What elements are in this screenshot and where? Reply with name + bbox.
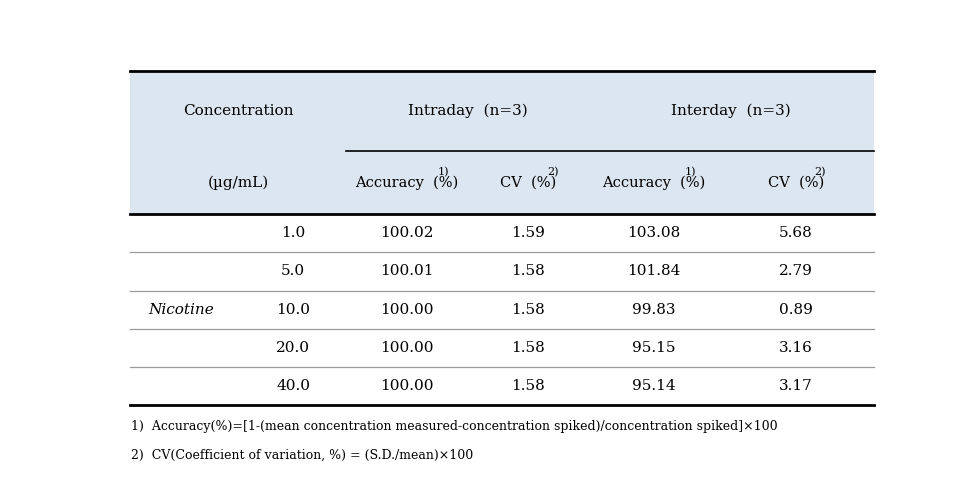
Text: Intraday  (n=3): Intraday (n=3) <box>407 104 527 118</box>
Text: 1.58: 1.58 <box>511 303 545 316</box>
Text: 2): 2) <box>547 167 557 177</box>
Text: 95.15: 95.15 <box>631 341 675 355</box>
Text: 2)  CV(Coefficient of variation, %) = (S.D./mean)×100: 2) CV(Coefficient of variation, %) = (S.… <box>131 449 473 462</box>
Text: CV  (%): CV (%) <box>767 176 823 189</box>
Text: 100.02: 100.02 <box>379 226 433 240</box>
Text: Nicotine: Nicotine <box>148 303 214 316</box>
Bar <box>130 151 872 214</box>
Text: 101.84: 101.84 <box>626 264 680 278</box>
Text: 95.14: 95.14 <box>631 379 675 393</box>
Text: CV  (%): CV (%) <box>500 176 556 189</box>
Text: 100.00: 100.00 <box>379 303 433 316</box>
Text: 100.00: 100.00 <box>379 379 433 393</box>
Text: 1.58: 1.58 <box>511 341 545 355</box>
Text: 1): 1) <box>437 167 449 177</box>
Text: 1.58: 1.58 <box>511 264 545 278</box>
Text: 2): 2) <box>814 167 824 177</box>
Text: 10.0: 10.0 <box>276 303 310 316</box>
Text: Interday  (n=3): Interday (n=3) <box>671 104 790 118</box>
Text: 100.00: 100.00 <box>379 341 433 355</box>
Text: Concentration: Concentration <box>183 104 293 118</box>
Text: 99.83: 99.83 <box>631 303 675 316</box>
Bar <box>130 71 872 151</box>
Text: 100.01: 100.01 <box>379 264 433 278</box>
Text: 20.0: 20.0 <box>276 341 310 355</box>
Text: 3.16: 3.16 <box>778 341 812 355</box>
Text: 1): 1) <box>684 167 695 177</box>
Text: 0.89: 0.89 <box>778 303 812 316</box>
Text: 2.79: 2.79 <box>778 264 812 278</box>
Text: 3.17: 3.17 <box>778 379 812 393</box>
Text: 1.0: 1.0 <box>281 226 305 240</box>
Text: 5.68: 5.68 <box>778 226 812 240</box>
Text: Accuracy  (%): Accuracy (%) <box>601 176 704 190</box>
Text: 5.0: 5.0 <box>281 264 305 278</box>
Text: Accuracy  (%): Accuracy (%) <box>355 176 458 190</box>
Text: 1)  Accuracy(%)=[1-(mean concentration measured-concentration spiked)/concentrat: 1) Accuracy(%)=[1-(mean concentration me… <box>131 421 778 434</box>
Text: 1.58: 1.58 <box>511 379 545 393</box>
Text: 40.0: 40.0 <box>276 379 310 393</box>
Bar <box>130 214 872 405</box>
Text: 103.08: 103.08 <box>626 226 680 240</box>
Text: (µg/mL): (µg/mL) <box>207 176 268 190</box>
Text: 1.59: 1.59 <box>511 226 545 240</box>
